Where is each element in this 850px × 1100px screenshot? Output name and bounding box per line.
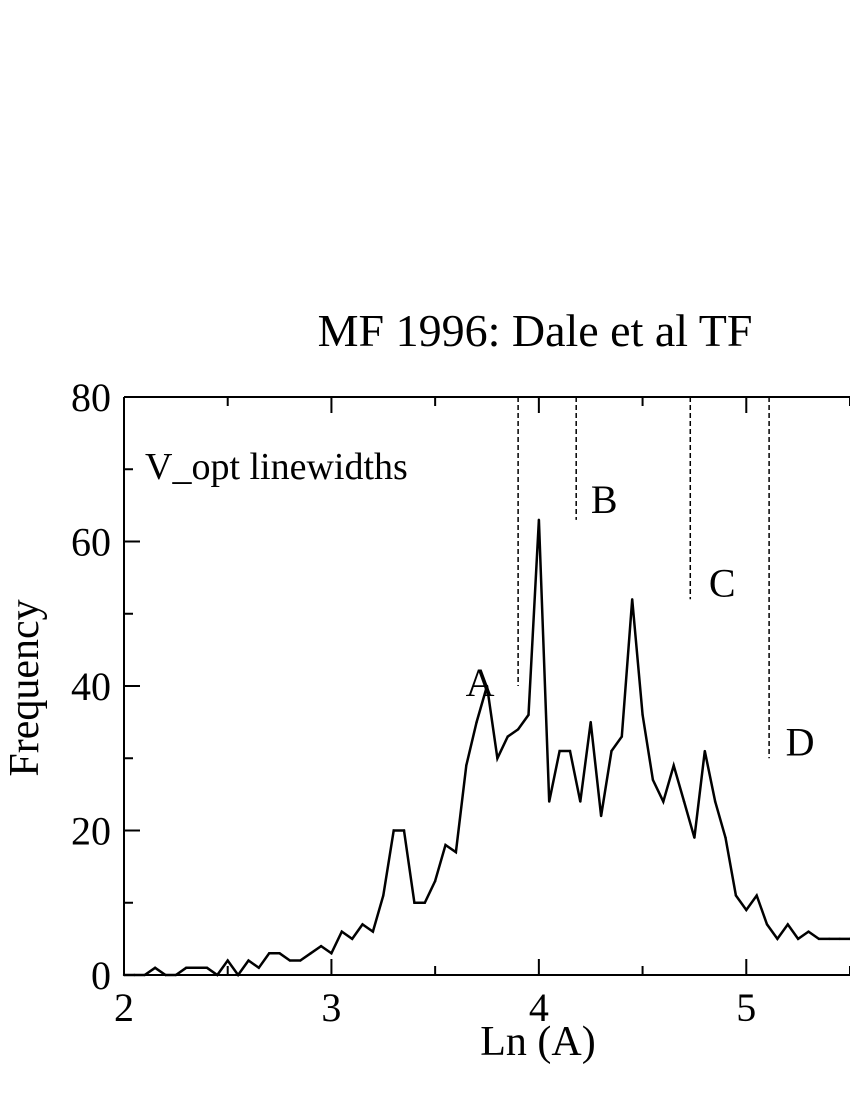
data-point [247,959,250,962]
data-point [765,923,769,926]
data-point [828,937,831,941]
y-tick-label: 20 [71,809,111,854]
data-point [682,800,686,803]
series-line [124,519,850,978]
data-point [143,973,146,977]
data-point [641,713,644,717]
data-point [164,973,167,977]
x-tick-label: 2 [114,985,134,1030]
data-point [579,800,582,803]
data-point [268,952,271,955]
data-point [174,973,178,977]
data-point [558,749,561,753]
data-point [838,937,841,941]
data-point [713,800,717,803]
data-point [465,764,468,767]
y-axis-label: Frequency [2,599,48,776]
data-point [776,937,779,941]
data-point [330,952,333,955]
y-tick-label: 0 [91,953,111,998]
data-point [475,720,478,724]
plot-area: 2 3 4 5 0 20 40 60 80 A B C D [71,375,850,1030]
data-point [786,923,789,926]
data-point [516,728,520,731]
data-point [205,966,209,969]
data-point [122,973,126,977]
marker-label-d: D [786,719,815,764]
data-point [506,735,509,738]
data-point [496,757,499,760]
data-point [433,879,437,883]
data-point [340,930,343,933]
marker-label-a: A [466,660,495,705]
data-point [693,836,696,839]
data-point [454,850,458,854]
data-point [444,843,447,847]
data-point [703,749,706,753]
data-point [371,930,375,933]
data-point [257,966,261,969]
data-point [299,959,302,962]
data-point [361,923,364,926]
x-tick-label: 5 [736,985,756,1030]
data-point [537,518,541,522]
data-point [309,952,312,955]
data-point [589,720,592,724]
x-axis-label: Ln (A) [480,1019,595,1065]
data-point [413,901,416,904]
data-point [216,973,219,977]
data-point [402,829,406,832]
data-point [631,598,634,601]
data-point [423,901,426,904]
x-tick-label: 3 [321,985,341,1030]
y-tick-label: 80 [71,375,111,420]
data-point [599,814,603,818]
data-point [226,959,229,962]
data-point [133,973,136,977]
data-point [153,966,157,969]
data-point [548,800,551,803]
data-point [236,973,240,977]
data-point [185,966,188,969]
data-point [319,944,323,948]
data-point [734,894,738,897]
data-point [382,894,385,897]
data-point [568,749,572,753]
data-point [350,937,354,941]
data-point [620,735,624,738]
data-point [807,930,810,933]
data-point [672,764,675,767]
data-point [817,937,821,941]
data-point [527,713,530,717]
data-point [610,749,613,753]
y-tick-label: 40 [71,664,111,709]
data-point [745,908,748,912]
data-point [195,966,198,969]
chart-title: MF 1996: Dale et al TF [318,305,753,356]
data-point [724,836,727,839]
x-tick-label: 4 [529,985,549,1030]
data-point [796,937,800,941]
marker-label-c: C [709,560,736,605]
annotation-text: V_opt linewidths [145,446,408,488]
data-point [755,894,758,897]
marker-label-b: B [591,477,618,522]
data-point [392,829,395,832]
data-point [485,684,489,688]
data-point [288,959,292,962]
data-point [662,800,665,803]
data-point [278,952,281,955]
y-tick-label: 60 [71,520,111,565]
data-point [651,778,655,782]
